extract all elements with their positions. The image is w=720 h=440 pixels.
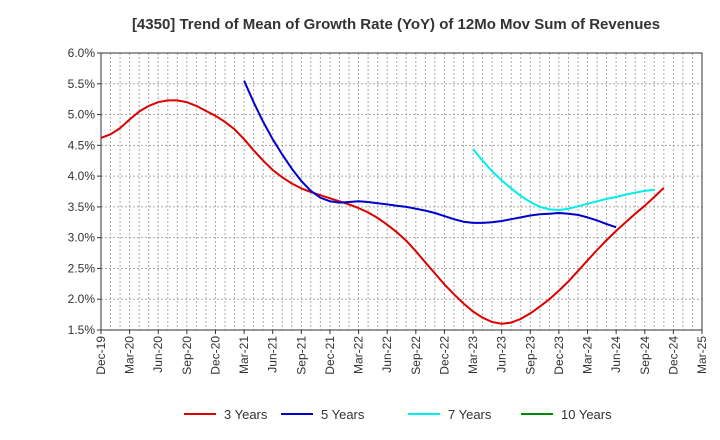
y-tick-label: 4.5% — [68, 138, 96, 152]
y-tick-label: 5.0% — [68, 108, 96, 122]
x-tick-label: Dec-23 — [552, 336, 566, 375]
x-tick-label: Sep-24 — [638, 336, 652, 375]
y-tick-label: 2.5% — [68, 261, 96, 275]
x-tick-label: Sep-21 — [294, 336, 308, 375]
legend-label: 3 Years — [224, 407, 268, 422]
x-tick-label: Mar-21 — [237, 336, 251, 374]
x-tick-label: Jun-24 — [609, 336, 623, 373]
grid — [101, 53, 702, 330]
series-lines — [100, 80, 665, 325]
y-tick-label: 3.0% — [68, 231, 96, 245]
x-tick-label: Mar-23 — [466, 336, 480, 374]
x-tick-label: Dec-20 — [208, 336, 222, 375]
x-tick-label: Mar-22 — [352, 336, 366, 374]
x-tick-label: Mar-20 — [123, 336, 137, 374]
plot-border — [100, 52, 703, 331]
x-tick-label: Jun-22 — [380, 336, 394, 373]
x-tick-label: Sep-20 — [180, 336, 194, 375]
series-line-3-years — [100, 99, 665, 325]
y-tick-label: 5.5% — [68, 77, 96, 91]
x-tick-label: Mar-24 — [581, 336, 595, 374]
y-tick-label: 6.0% — [68, 46, 96, 60]
x-tick-label: Dec-22 — [437, 336, 451, 375]
x-tick-label: Sep-23 — [523, 336, 537, 375]
plot-area — [101, 53, 702, 330]
y-tick-label: 4.0% — [68, 169, 96, 183]
y-tick-label: 1.5% — [68, 323, 96, 337]
legend-label: 7 Years — [448, 407, 492, 422]
series-line-7-years — [472, 148, 655, 211]
series-line-5-years — [243, 80, 617, 229]
x-tick-label: Dec-21 — [323, 336, 337, 375]
x-tick-label: Dec-19 — [94, 336, 108, 375]
y-tick-label: 3.5% — [68, 200, 96, 214]
y-tick-label: 2.0% — [68, 292, 96, 306]
x-tick-label: Jun-23 — [495, 336, 509, 373]
x-tick-label: Jun-21 — [266, 336, 280, 373]
x-tick-label: Dec-24 — [666, 336, 680, 375]
x-tick-label: Sep-22 — [409, 336, 423, 375]
legend-label: 5 Years — [321, 407, 365, 422]
legend: 3 Years 5 Years 7 Years 10 Years — [184, 407, 612, 422]
legend-label: 10 Years — [561, 407, 612, 422]
x-tick-label: Mar-25 — [695, 336, 709, 374]
x-tick-label: Jun-20 — [151, 336, 165, 373]
chart-title: [4350] Trend of Mean of Growth Rate (YoY… — [132, 16, 660, 33]
axes: 1.5% 2.0% 2.5% 3.0% 3.5% 4.0% 4.5% 5.0% 5.5% 6.0%… — [68, 46, 709, 375]
